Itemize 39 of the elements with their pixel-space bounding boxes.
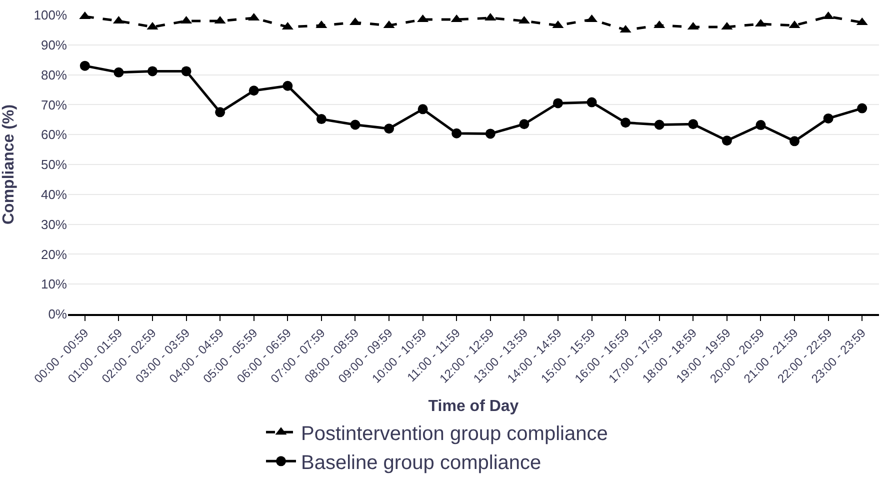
y-tick-label: 50%	[40, 157, 68, 172]
point	[452, 128, 462, 138]
point	[654, 120, 664, 130]
y-tick-label: 40%	[40, 186, 68, 202]
point	[857, 103, 868, 114]
point	[282, 80, 293, 91]
point	[722, 136, 732, 146]
y-tick-label: 0%	[48, 306, 68, 322]
point	[80, 60, 90, 71]
y-tick-label: 90%	[40, 37, 68, 52]
y-tick-label: 80%	[40, 67, 68, 82]
point	[114, 67, 124, 78]
point	[552, 98, 563, 108]
point	[519, 119, 530, 130]
point	[688, 119, 698, 130]
point	[181, 66, 192, 76]
legend-label: Postintervention group compliance	[301, 422, 608, 445]
x-axis-title: Time of Day	[428, 398, 519, 415]
y-tick-label: 70%	[40, 97, 68, 112]
point	[316, 114, 326, 124]
point	[790, 136, 800, 146]
y-axis-title: Compliance (%)	[0, 104, 18, 225]
y-tick-label: 30%	[40, 216, 68, 232]
point	[215, 107, 226, 118]
point	[586, 97, 597, 108]
legend-label: Baseline group compliance	[301, 452, 542, 474]
point	[620, 118, 631, 128]
point	[384, 124, 394, 134]
y-tick-label: 100%	[34, 8, 68, 23]
y-tick-label: 20%	[40, 246, 68, 262]
point	[248, 86, 259, 96]
point	[418, 104, 428, 114]
point	[485, 128, 496, 139]
point	[350, 120, 360, 130]
y-tick-label: 60%	[40, 127, 68, 142]
point	[756, 120, 766, 130]
y-tick-label: 10%	[40, 276, 68, 292]
point	[147, 66, 158, 76]
point	[823, 113, 834, 124]
